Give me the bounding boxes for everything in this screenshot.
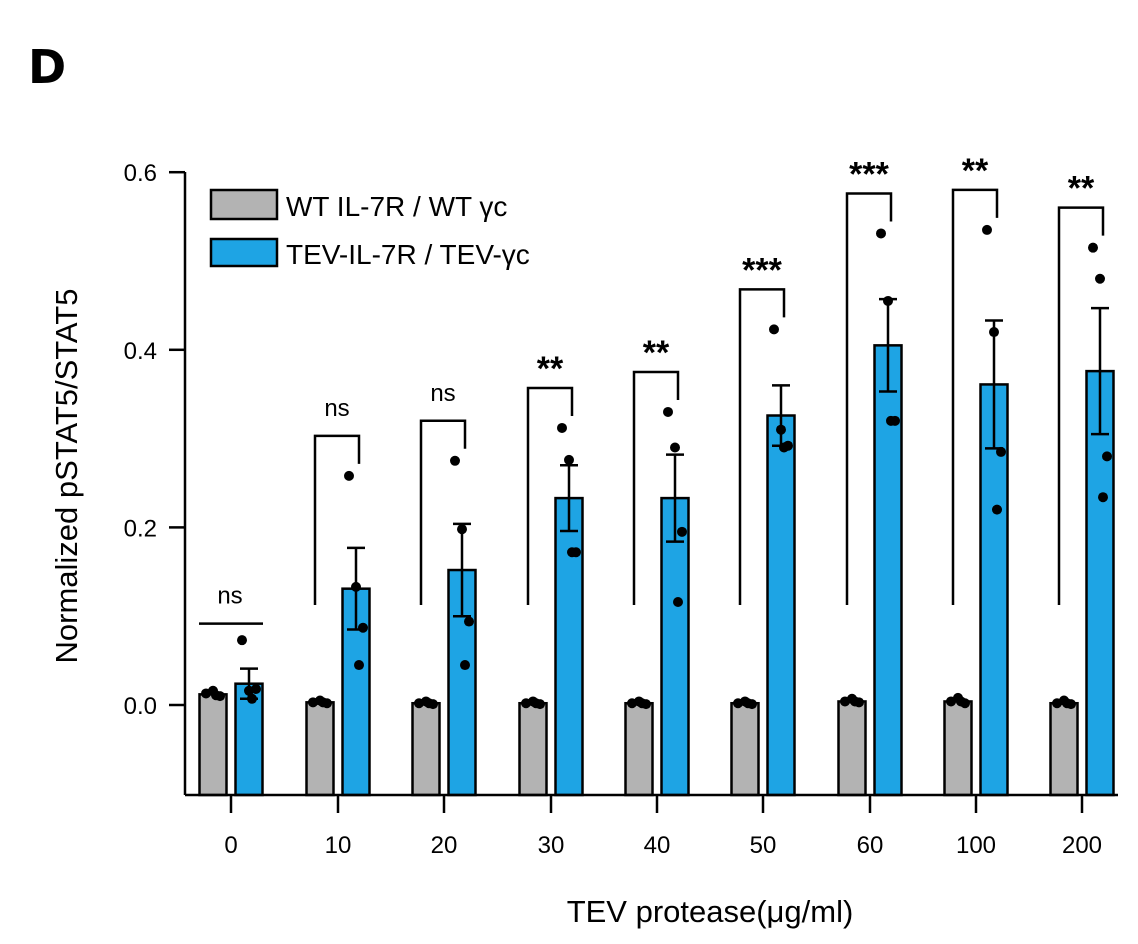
data-point-tev-20 [457,524,467,535]
data-point-tev-30 [567,547,577,558]
legend-label-wt: WT IL-7R / WT γc [286,191,507,222]
data-point-tev-40 [673,596,683,607]
x-tick-label-200: 200 [1062,832,1102,859]
legend-swatch-tev [209,237,279,268]
data-point-tev-100 [996,446,1006,457]
y-tick-label-0.0: 0.0 [124,693,157,720]
data-point-tev-100 [992,504,1002,515]
data-point-wt-50 [743,698,753,709]
significance-label-60: *** [849,155,889,193]
data-point-wt-40 [637,698,647,709]
data-point-tev-20 [460,660,470,671]
y-tick-label-0.6: 0.6 [124,160,157,187]
x-tick-label-40: 40 [644,832,671,859]
significance-label-50: *** [742,251,782,289]
significance-bracket-200 [1057,206,1105,605]
x-tick-label-100: 100 [956,832,996,859]
bar-wt-20 [411,701,441,797]
bar-wt-50 [730,701,760,797]
data-point-tev-0 [247,693,257,704]
x-tick-label-30: 30 [538,832,565,859]
x-tick-label-0: 0 [224,832,237,859]
data-point-tev-50 [769,324,779,335]
data-point-tev-30 [557,422,567,433]
bar-tev-50 [766,414,796,797]
data-point-tev-10 [344,470,354,481]
axes-layer: 0 10 20 30 40 50 60 100 200 0.0 0.2 0.4 0.6 [124,160,1118,859]
bar-wt-200 [1049,701,1079,797]
x-tick-label-50: 50 [750,832,777,859]
bar-wt-0 [198,693,228,797]
data-point-tev-200 [1095,273,1105,284]
significance-label-200: ** [1068,170,1095,208]
data-point-wt-200 [1062,698,1072,709]
significance-bracket-40 [632,370,680,605]
data-points-layer [201,224,1112,710]
data-point-tev-200 [1098,492,1108,503]
data-point-tev-0 [251,684,261,695]
significance-bracket-30 [526,386,574,605]
data-point-wt-20 [424,698,434,709]
y-axis-title: Normalized pSTAT5/STAT5 [49,289,84,664]
bar-tev-60 [873,344,903,797]
significance-bracket-50 [738,288,786,605]
significance-label-0: ns [217,583,242,610]
data-point-wt-60 [850,696,860,707]
data-point-tev-40 [677,526,687,537]
significance-bracket-20 [419,419,467,605]
data-point-tev-10 [358,622,368,633]
significance-label-100: ** [962,152,989,190]
data-point-tev-40 [663,406,673,417]
legend-swatch-wt [209,188,279,221]
significance-label-30: ** [537,350,564,388]
significance-bracket-10 [313,434,361,605]
data-point-tev-20 [464,616,474,627]
significance-bracket-60 [845,192,893,605]
data-point-tev-60 [876,228,886,239]
data-point-wt-10 [318,697,328,708]
significance-label-40: ** [643,334,670,372]
x-axis-title: TEV protease(μg/ml) [567,894,854,929]
significance-label-20: ns [430,380,455,407]
data-point-wt-100 [956,696,966,707]
x-tick-label-10: 10 [325,832,352,859]
bar-tev-30 [554,496,584,797]
legend: WT IL-7R / WT γc TEV-IL-7R / TEV-γc [209,188,530,270]
data-point-tev-200 [1102,451,1112,462]
data-point-tev-60 [883,295,893,306]
bar-wt-10 [305,701,335,797]
data-point-tev-60 [886,415,896,426]
data-point-tev-100 [989,327,999,338]
data-point-tev-50 [776,424,786,435]
data-point-wt-0 [211,690,221,701]
bar-wt-60 [837,700,867,797]
data-point-tev-0 [237,635,247,646]
data-point-tev-20 [450,455,460,466]
panel-label: D [28,40,67,94]
legend-label-tev: TEV-IL-7R / TEV-γc [286,239,530,270]
bar-wt-100 [943,700,973,797]
data-point-tev-200 [1088,242,1098,253]
bar-wt-40 [624,701,654,797]
y-tick-label-0.2: 0.2 [124,515,157,542]
data-point-tev-30 [564,454,574,465]
significance-bracket-100 [951,188,999,605]
data-point-tev-100 [982,224,992,235]
bar-wt-30 [518,701,548,797]
bar-tev-200 [1085,369,1115,797]
y-tick-label-0.4: 0.4 [124,338,157,365]
data-point-tev-10 [354,660,364,671]
significance-label-10: ns [324,395,349,422]
data-point-tev-50 [779,442,789,453]
data-point-tev-10 [351,581,361,592]
data-point-tev-40 [670,442,680,453]
x-tick-label-20: 20 [431,832,458,859]
x-tick-label-60: 60 [857,832,884,859]
data-point-wt-30 [531,698,541,709]
